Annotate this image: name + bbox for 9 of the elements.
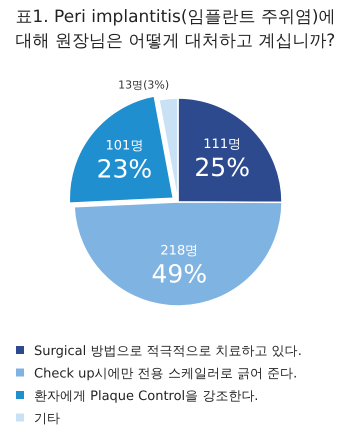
data-label: 218명 49% [152, 243, 208, 288]
legend-label: 기타 [34, 412, 60, 426]
data-label: 101명 23% [96, 138, 152, 184]
legend-label: Check up시에만 전용 스케일러로 긁어 준다. [34, 366, 298, 382]
legend-label: Surgical 방법으로 적극적으로 치료하고 있다. [34, 344, 302, 359]
data-label: 111명 25% [194, 136, 250, 182]
title: 표1. Peri implantitis(임플란트 주위염)에 대해 원장님은 어떻게 대처하고 계십니까? [15, 7, 336, 51]
legend-label: 환자에게 Plaque Control을 강조한다. [34, 389, 258, 404]
data-label: 13명(3%) [118, 78, 170, 92]
